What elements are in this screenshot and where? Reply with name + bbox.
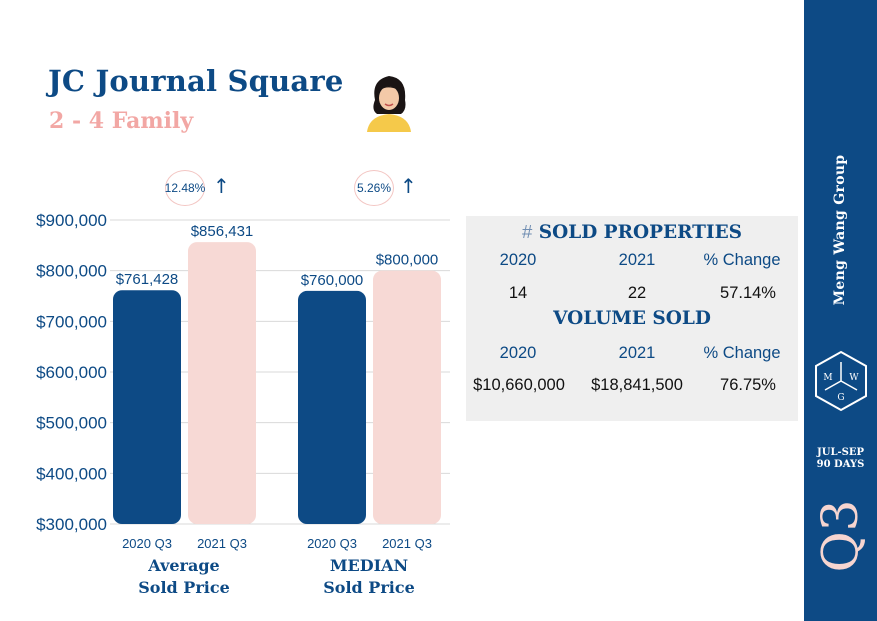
- sold-properties-heading: # SOLD PROPERTIES: [521, 221, 743, 243]
- hash-icon: #: [521, 221, 533, 242]
- y-tick-label: $900,000: [36, 211, 107, 230]
- group-label: Sold Price: [323, 578, 415, 597]
- bar: [188, 242, 256, 524]
- page-subtitle: 2 - 4 Family: [49, 108, 194, 134]
- group-label: Average: [147, 556, 219, 575]
- data-label: $800,000: [376, 252, 439, 269]
- brand-name: Meng Wang Group: [832, 154, 848, 306]
- x-tick-label: 2021 Q3: [382, 536, 432, 551]
- brand-sidebar: Meng Wang Group M W G JUL-SEP 90 DAYS Q3: [804, 0, 877, 621]
- y-tick-label: $800,000: [36, 262, 107, 281]
- y-tick-label: $400,000: [36, 464, 107, 483]
- volume-2020-value: $10,660,000: [473, 376, 565, 394]
- median-change-badge: 5.26%: [354, 170, 394, 206]
- group-label: MEDIAN: [330, 556, 408, 575]
- y-tick-label: $300,000: [36, 515, 107, 534]
- bar: [113, 290, 181, 524]
- group-label: Sold Price: [138, 578, 230, 597]
- average-change-badge: 12.48%: [165, 170, 205, 206]
- quarter-label: Q3: [811, 499, 869, 573]
- sold-2020-value: 14: [508, 284, 528, 302]
- data-label: $856,431: [191, 223, 254, 240]
- sold-col-2021: 2021: [618, 251, 656, 269]
- y-tick-label: $500,000: [36, 414, 107, 433]
- x-tick-label: 2021 Q3: [197, 536, 247, 551]
- sold-2021-value: 22: [627, 284, 647, 302]
- x-tick-label: 2020 Q3: [307, 536, 357, 551]
- page-title: JC Journal Square: [48, 64, 344, 98]
- volume-change-value: 76.75%: [720, 376, 776, 394]
- volume-col-2020: 2020: [499, 344, 537, 362]
- logo-letter: G: [837, 393, 844, 403]
- volume-sold-heading: VOLUME SOLD: [553, 308, 711, 329]
- volume-col-2021: 2021: [618, 344, 656, 362]
- mwg-logo-icon: M W G: [815, 350, 867, 412]
- data-label: $760,000: [301, 272, 364, 289]
- y-tick-label: $600,000: [36, 363, 107, 382]
- bar: [298, 290, 366, 524]
- logo-letter: M: [823, 373, 832, 383]
- y-tick-label: $700,000: [36, 312, 107, 331]
- bar: [373, 270, 441, 524]
- period-line-1: JUL-SEP: [817, 447, 864, 458]
- up-arrow-icon: ↑: [400, 174, 417, 198]
- sold-col-change: % Change: [703, 251, 781, 269]
- period-line-2: 90 DAYS: [816, 459, 865, 470]
- sold-price-bar-chart: $900,000 $800,000 $700,000 $600,000 $500,000…: [36, 211, 450, 597]
- sold-change-value: 57.14%: [720, 284, 776, 302]
- volume-2021-value: $18,841,500: [591, 376, 683, 394]
- stats-panel: # SOLD PROPERTIES 2020 2021 % Change 14 …: [466, 216, 798, 421]
- logo-letter: W: [849, 373, 859, 383]
- x-tick-label: 2020 Q3: [122, 536, 172, 551]
- data-label: $761,428: [116, 271, 179, 288]
- agent-avatar: [361, 70, 417, 132]
- sold-col-2020: 2020: [499, 251, 537, 269]
- up-arrow-icon: ↑: [213, 174, 230, 198]
- volume-col-change: % Change: [703, 344, 781, 362]
